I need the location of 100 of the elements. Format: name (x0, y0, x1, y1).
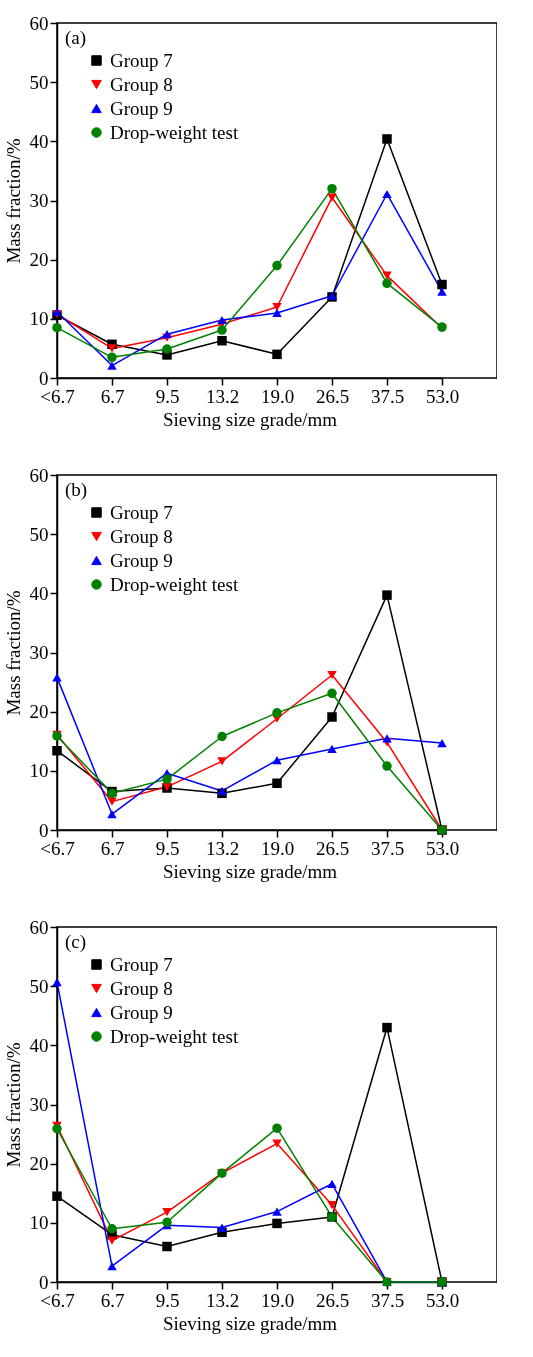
y-tick-label: 10 (29, 760, 49, 782)
point (162, 774, 172, 784)
x-tick-label: 9.5 (155, 385, 180, 407)
point (382, 278, 392, 289)
point (52, 977, 62, 987)
point (52, 322, 62, 333)
point (272, 1139, 282, 1148)
point (272, 302, 282, 312)
y-tick-label: 50 (29, 523, 49, 545)
point (382, 761, 392, 771)
point (107, 809, 117, 819)
point (217, 1223, 227, 1232)
x-tick-label: 53.0 (425, 385, 460, 407)
point (327, 1200, 337, 1210)
y-tick-label: 50 (29, 71, 49, 93)
x-tick-label: 13.2 (205, 837, 240, 859)
y-tick-label: 40 (29, 1034, 49, 1056)
point (107, 1236, 117, 1245)
point (382, 734, 392, 743)
point (52, 1191, 62, 1201)
annotation: (b) (65, 479, 88, 501)
x-tick-label: 9.5 (155, 837, 180, 859)
y-axis-title: Mass fraction/% (2, 590, 24, 716)
x-tick-label: 26.5 (315, 385, 350, 407)
legend-label: Group 9 (110, 97, 173, 119)
point (272, 308, 282, 318)
x-tick-label: 37.5 (370, 1289, 405, 1311)
y-axis-title: Mass fraction/% (2, 1042, 24, 1168)
point (272, 260, 282, 271)
point (162, 1217, 172, 1227)
y-tick-label: 10 (29, 1212, 49, 1234)
legend-label: Group 8 (110, 977, 173, 999)
point (327, 183, 337, 194)
x-tick-label: 37.5 (370, 837, 405, 859)
point (217, 335, 227, 346)
x-tick-label: 53.0 (425, 1289, 460, 1311)
point (107, 344, 117, 353)
legend-label: Group 8 (110, 73, 173, 95)
point (52, 1124, 62, 1134)
y-tick-label: 30 (29, 1094, 49, 1115)
x-tick-label: 13.2 (205, 385, 240, 407)
point (382, 590, 392, 600)
y-axis-title: Mass fraction/% (2, 138, 24, 264)
y-tick-label: 20 (29, 1153, 49, 1175)
point (437, 279, 447, 290)
legend-label: Drop-weight test (110, 121, 239, 143)
point (327, 1179, 337, 1188)
x-tick-label: 19.0 (260, 385, 295, 407)
point (382, 134, 392, 144)
x-tick-label: 6.7 (100, 837, 125, 859)
y-tick-label: 30 (29, 190, 49, 211)
point (272, 1207, 282, 1216)
x-tick-label: 13.2 (205, 1289, 240, 1311)
x-tick-label: 19.0 (260, 837, 295, 859)
annotation: (c) (65, 931, 87, 953)
y-tick-label: 60 (29, 12, 49, 34)
point (272, 1123, 282, 1133)
x-tick-label: 37.5 (370, 385, 405, 407)
legend-label: Group 7 (110, 501, 173, 523)
legend-label: Group 8 (110, 525, 173, 547)
legend-label: Group 9 (110, 1001, 173, 1023)
point (382, 189, 392, 199)
point (217, 757, 227, 766)
y-tick-label: 30 (29, 642, 49, 663)
legend-label: Drop-weight test (110, 1025, 239, 1047)
point (272, 349, 282, 360)
y-tick-label: 50 (29, 975, 49, 997)
point (437, 738, 447, 748)
point (107, 1261, 117, 1271)
point (107, 797, 117, 806)
x-tick-label: 6.7 (100, 385, 125, 407)
y-tick-label: 20 (29, 249, 49, 271)
point (162, 1241, 172, 1252)
y-tick-label: 40 (29, 130, 49, 152)
point (162, 344, 172, 354)
y-tick-label: 60 (29, 464, 49, 486)
x-tick-label: 9.5 (155, 1289, 180, 1311)
point (272, 1218, 282, 1229)
legend-label: Drop-weight test (110, 573, 239, 595)
x-axis-title: Sieving size grade/mm (162, 408, 338, 430)
point (107, 352, 117, 363)
x-tick-label: 53.0 (425, 837, 460, 859)
legend-label: Group 9 (110, 549, 173, 571)
annotation: (a) (65, 27, 87, 49)
x-axis-title: Sieving size grade/mm (162, 860, 338, 882)
x-axis-title: Sieving size grade/mm (162, 1312, 338, 1334)
point (162, 1208, 172, 1217)
point (107, 1224, 117, 1234)
point (327, 670, 337, 680)
point (272, 778, 282, 788)
point (327, 744, 337, 754)
x-tick-label: 19.0 (260, 1289, 295, 1311)
point (217, 315, 227, 325)
point (217, 731, 227, 742)
x-tick-label: 6.7 (100, 1289, 125, 1311)
point (52, 745, 62, 756)
y-tick-label: 40 (29, 582, 49, 604)
legend-label: Group 7 (110, 953, 173, 975)
y-tick-label: 60 (29, 916, 49, 938)
point (327, 688, 337, 699)
